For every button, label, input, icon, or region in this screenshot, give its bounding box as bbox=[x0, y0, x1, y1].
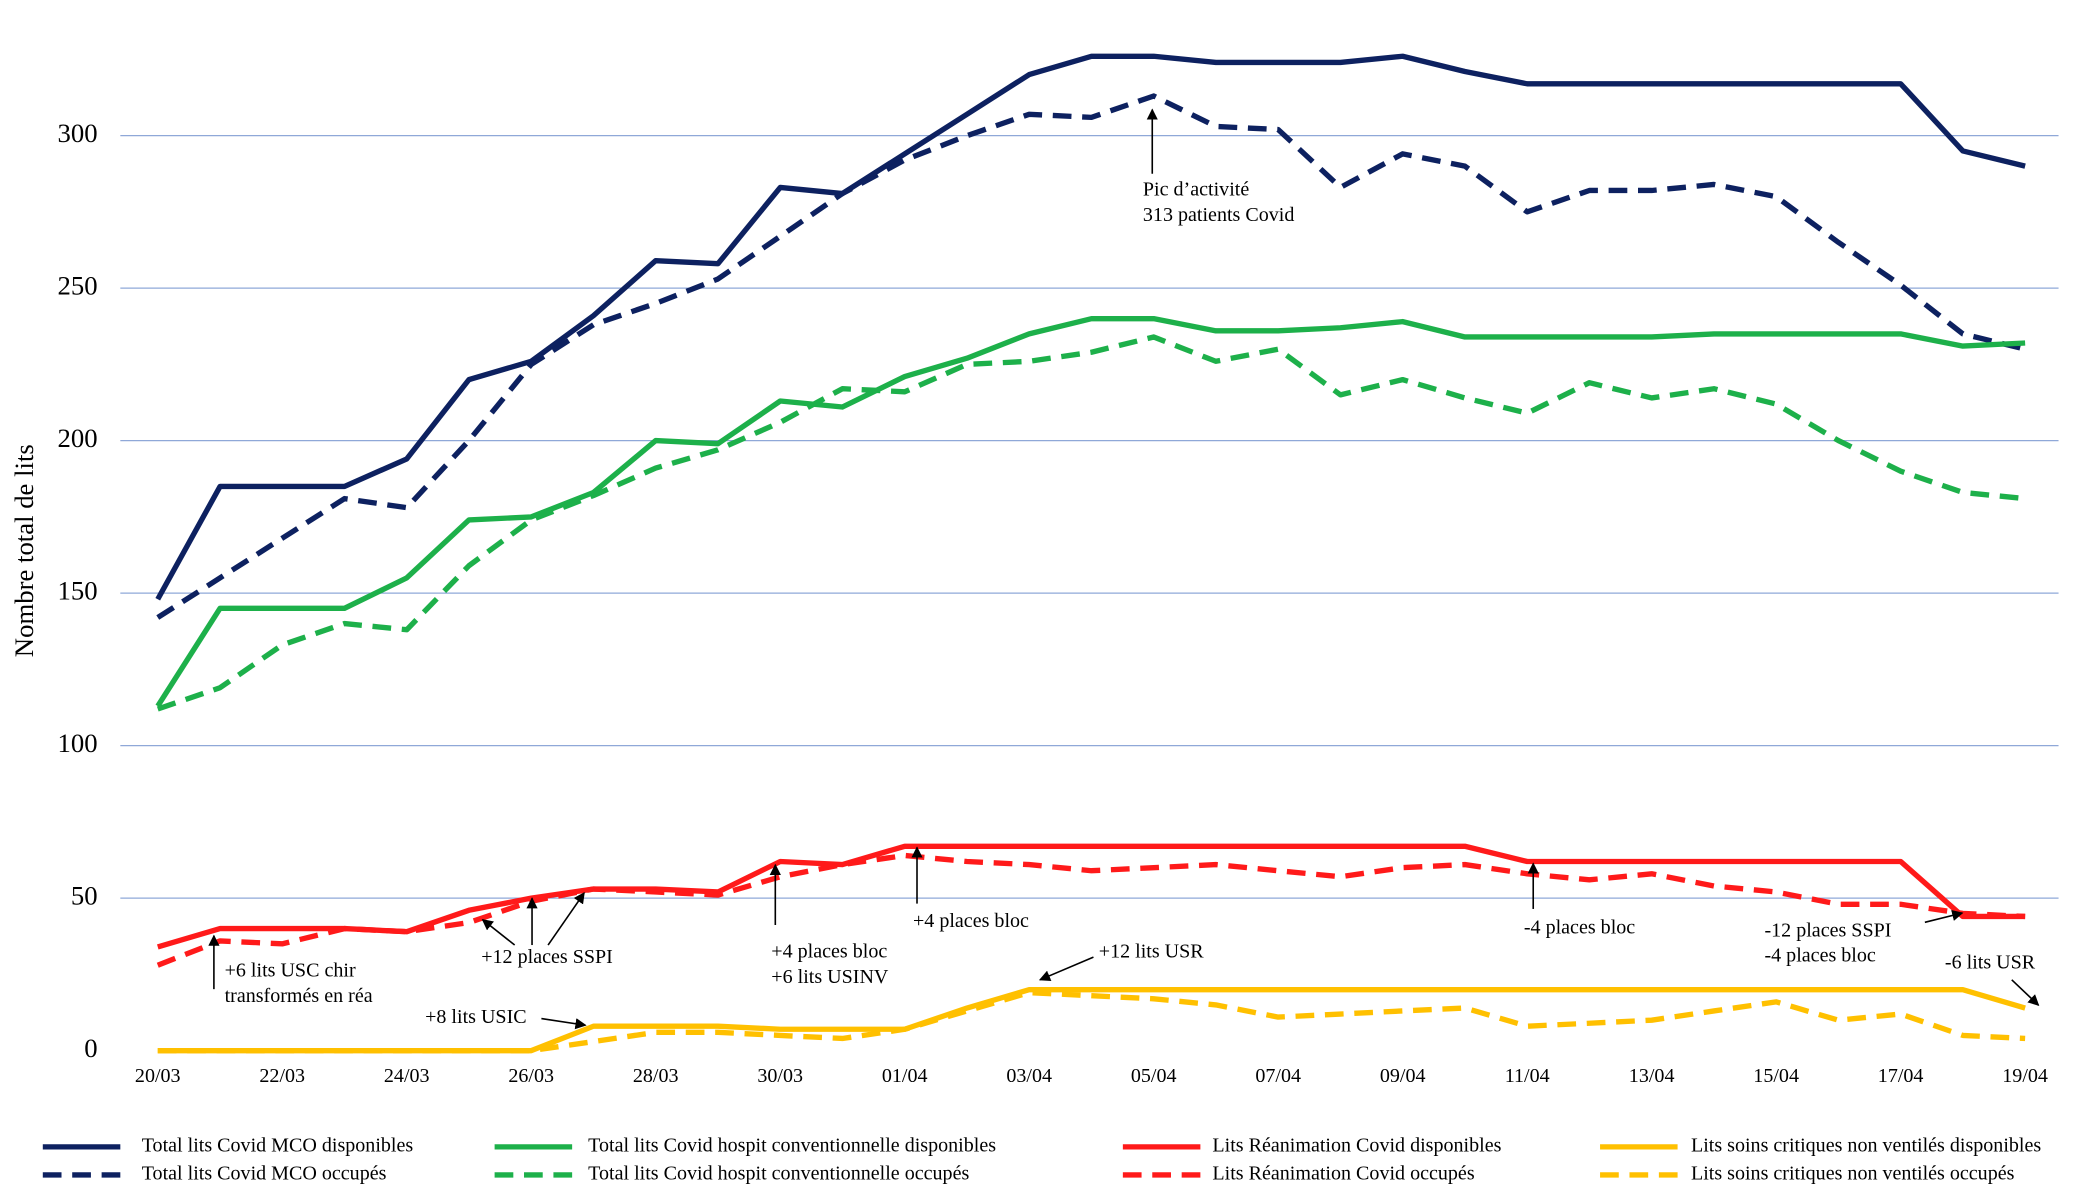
annotation-arrow bbox=[2011, 979, 2040, 1006]
legend-label: Lits soins critiques non ventilés occupé… bbox=[1691, 1163, 2015, 1185]
series-line bbox=[155, 53, 2026, 601]
annotation: +12 places SSPI bbox=[481, 946, 613, 968]
x-tick-label: 20/03 bbox=[135, 1065, 181, 1087]
y-tick-label: 150 bbox=[58, 575, 98, 605]
annotation: +4 places bloc bbox=[771, 941, 887, 963]
x-tick-label: 03/04 bbox=[1006, 1065, 1052, 1087]
series-line bbox=[157, 989, 2026, 1054]
series-line bbox=[156, 852, 2026, 968]
annotation-arrow bbox=[1924, 909, 1964, 924]
x-tick-label: 15/04 bbox=[1753, 1065, 1799, 1087]
x-tick-label: 26/03 bbox=[508, 1065, 554, 1087]
annotation-arrow bbox=[481, 918, 516, 946]
annotation-arrow bbox=[547, 891, 585, 946]
y-tick-label: 100 bbox=[58, 728, 98, 758]
series-line bbox=[155, 315, 2026, 708]
legend-label: Lits Réanimation Covid disponibles bbox=[1212, 1134, 1501, 1156]
y-axis-label: Nombre total de lits bbox=[9, 444, 39, 657]
annotation: transformés en réa bbox=[225, 985, 373, 1007]
x-tick-label: 17/04 bbox=[1878, 1065, 1924, 1087]
legend-label: Lits soins critiques non ventilés dispon… bbox=[1691, 1134, 2041, 1156]
annotation: +6 lits USC chir bbox=[225, 959, 356, 981]
x-tick-label: 09/04 bbox=[1380, 1065, 1426, 1087]
y-tick-label: 300 bbox=[58, 118, 98, 148]
series-line bbox=[156, 93, 2026, 620]
x-tick-label: 01/04 bbox=[882, 1065, 928, 1087]
series-line bbox=[157, 843, 2026, 950]
annotation-arrow bbox=[1038, 956, 1094, 982]
x-tick-label: 22/03 bbox=[259, 1065, 305, 1087]
x-tick-label: 11/04 bbox=[1505, 1065, 1550, 1087]
y-tick-label: 50 bbox=[71, 880, 98, 910]
annotation: -6 lits USR bbox=[1945, 951, 2036, 973]
annotation: +4 places bloc bbox=[913, 910, 1029, 932]
annotation: -12 places SSPI bbox=[1764, 919, 1891, 941]
legend-label: Total lits Covid MCO disponibles bbox=[142, 1134, 414, 1156]
series-line bbox=[156, 334, 2026, 712]
y-tick-label: 200 bbox=[58, 423, 98, 453]
legend-label: Total lits Covid hospit conventionnelle … bbox=[588, 1134, 996, 1156]
y-tick-label: 250 bbox=[58, 270, 98, 300]
x-tick-label: 19/04 bbox=[2002, 1065, 2048, 1087]
x-tick-label: 05/04 bbox=[1131, 1065, 1177, 1087]
annotation: -4 places bloc bbox=[1524, 917, 1635, 939]
x-tick-label: 13/04 bbox=[1629, 1065, 1675, 1087]
legend-label: Total lits Covid hospit conventionnelle … bbox=[588, 1163, 969, 1185]
x-tick-label: 28/03 bbox=[633, 1065, 679, 1087]
legend-label: Total lits Covid MCO occupés bbox=[142, 1163, 387, 1185]
x-tick-label: 24/03 bbox=[384, 1065, 430, 1087]
legend-label: Lits Réanimation Covid occupés bbox=[1212, 1163, 1474, 1185]
annotation-arrow bbox=[541, 1017, 587, 1030]
annotation: -4 places bloc bbox=[1764, 945, 1875, 967]
annotation: 313 patients Covid bbox=[1143, 204, 1294, 226]
annotation: +6 lits USINV bbox=[771, 966, 889, 988]
annotation: +12 lits USR bbox=[1099, 941, 1205, 963]
annotation: +8 lits USIC bbox=[425, 1006, 527, 1028]
x-tick-label: 30/03 bbox=[757, 1065, 803, 1087]
annotation: Pic d’activité bbox=[1143, 179, 1249, 201]
x-tick-label: 07/04 bbox=[1255, 1065, 1301, 1087]
y-tick-label: 0 bbox=[84, 1033, 97, 1063]
